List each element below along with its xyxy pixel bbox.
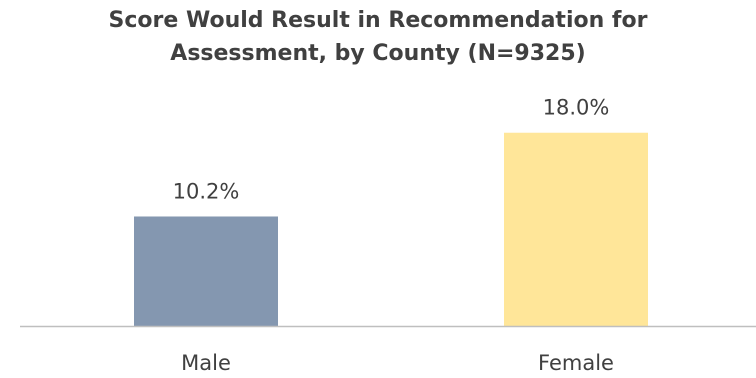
value-labels-group: 10.2% 18.0% <box>173 96 610 204</box>
data-label-female: 18.0% <box>543 96 610 120</box>
bar-male <box>134 216 278 326</box>
category-label-male: Male <box>181 351 231 375</box>
chart-title: Score Would Result in Recommendation for… <box>0 4 756 70</box>
bars-group <box>134 132 648 326</box>
chart-title-line-2: Assessment, by County (N=9325) <box>170 41 586 66</box>
data-label-male: 10.2% <box>173 179 240 203</box>
chart-title-line-1: Score Would Result in Recommendation for <box>108 8 648 33</box>
bar-female <box>504 132 648 326</box>
category-label-female: Female <box>538 351 614 375</box>
category-labels-group: Male Female <box>181 351 614 375</box>
